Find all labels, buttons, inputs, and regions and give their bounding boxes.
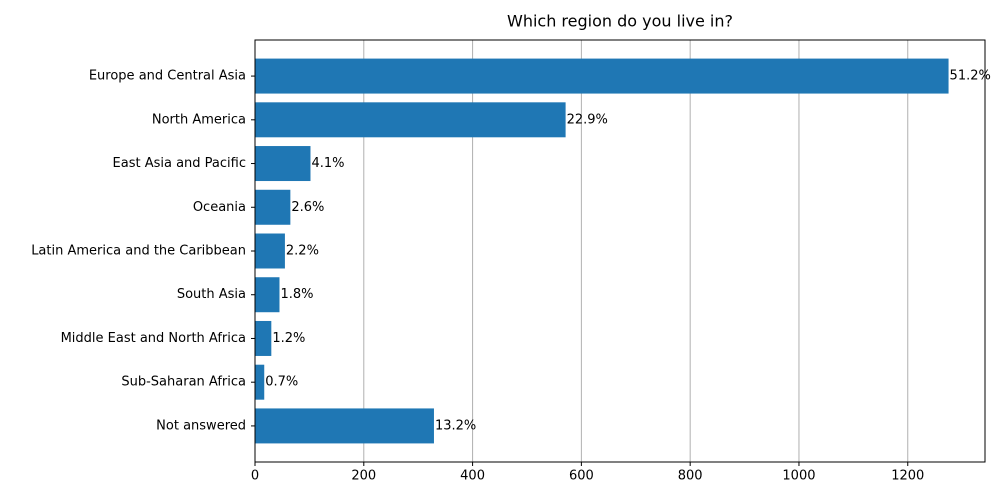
y-tick-label: Latin America and the Caribbean bbox=[31, 244, 246, 259]
x-tick-label: 600 bbox=[569, 469, 594, 484]
y-tick-label: South Asia bbox=[177, 287, 246, 302]
value-label: 51.2% bbox=[950, 69, 991, 84]
chart-title: Which region do you live in? bbox=[507, 12, 733, 31]
value-label: 0.7% bbox=[265, 375, 298, 390]
x-tick-label: 1200 bbox=[891, 469, 924, 484]
y-tick-label: Not answered bbox=[156, 418, 246, 433]
bar bbox=[255, 189, 291, 225]
bar bbox=[255, 320, 272, 356]
y-tick-label: Sub-Saharan Africa bbox=[121, 375, 246, 390]
bar bbox=[255, 364, 265, 400]
y-tick-label: Middle East and North Africa bbox=[61, 331, 246, 346]
y-tick-label: Europe and Central Asia bbox=[89, 69, 246, 84]
y-tick-label: East Asia and Pacific bbox=[113, 156, 246, 171]
bar bbox=[255, 58, 949, 94]
y-tick-label: North America bbox=[152, 112, 246, 127]
x-tick-label: 200 bbox=[351, 469, 376, 484]
value-label: 1.8% bbox=[280, 287, 313, 302]
x-tick-label: 400 bbox=[460, 469, 485, 484]
bar bbox=[255, 146, 311, 182]
plot-frame bbox=[254, 39, 986, 463]
value-label: 4.1% bbox=[311, 156, 344, 171]
value-label: 22.9% bbox=[567, 112, 608, 127]
bar bbox=[255, 277, 280, 313]
bar bbox=[255, 233, 285, 269]
x-tick-label: 0 bbox=[251, 469, 259, 484]
x-tick-label: 1000 bbox=[782, 469, 815, 484]
value-label: 2.6% bbox=[291, 200, 324, 215]
value-label: 2.2% bbox=[286, 244, 319, 259]
x-tick-label: 800 bbox=[678, 469, 703, 484]
value-label: 1.2% bbox=[272, 331, 305, 346]
bar bbox=[255, 408, 434, 444]
value-label: 13.2% bbox=[435, 418, 476, 433]
bar bbox=[255, 102, 566, 138]
y-tick-label: Oceania bbox=[193, 200, 246, 215]
